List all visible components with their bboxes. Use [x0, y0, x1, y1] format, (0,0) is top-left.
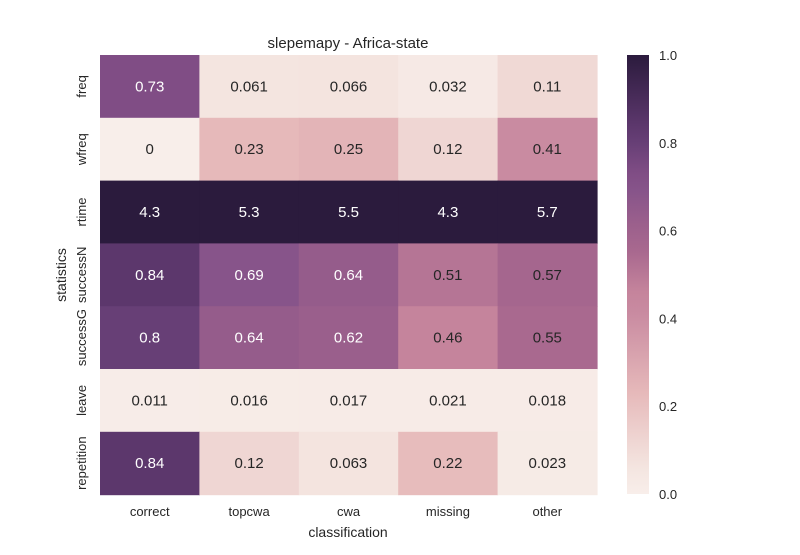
cell-value-label: 0.063 [330, 455, 368, 472]
colorbar-tick-label: 0.8 [659, 136, 677, 151]
heatmap-cell-successG-correct [100, 306, 200, 370]
cell-value-label: 0.011 [131, 392, 167, 409]
cell-value-label: 0 [146, 141, 154, 158]
heatmap-cell-successN-correct [100, 243, 200, 307]
heatmap-cell-rtime-other [497, 180, 598, 244]
y-tick-label-wfreq: wfreq [74, 133, 89, 166]
colorbar-tick-labels: 0.0 0.2 0.4 0.6 0.8 1.0 [659, 48, 677, 502]
y-tick-label-repetition: repetition [74, 436, 89, 489]
heatmap-cell-wfreq-correct [100, 117, 200, 182]
heatmap-cell-successN-cwa [298, 243, 399, 307]
heatmap-cell-rtime-topcwa [199, 180, 300, 244]
chart-title: slepemapy - Africa-state [268, 35, 429, 52]
heatmap-cell-successN-missing [398, 243, 499, 307]
cell-value-label: 0.55 [533, 330, 562, 347]
heatmap-annotations: 0.73 0.061 0.066 0.032 0.11 0 0.23 0.25 0.12 0.41… [131, 78, 566, 472]
y-tick-labels: freq wfreq rtime successN successG leave repet… [74, 75, 89, 490]
heatmap-cell-wfreq-missing [398, 117, 499, 182]
heatmap-cell-repetition-missing [398, 431, 499, 496]
cell-value-label: 0.62 [334, 330, 363, 347]
heatmap-cell-rtime-cwa [298, 180, 399, 244]
x-axis-label: classification [308, 524, 387, 540]
colorbar-tick-label: 1.0 [659, 48, 677, 63]
y-axis-label: statistics [53, 248, 69, 302]
colorbar-tick-label: 0.0 [659, 487, 677, 502]
heatmap-cell-repetition-other [497, 431, 598, 496]
y-tick-label-freq: freq [74, 75, 89, 97]
heatmap-cell-leave-topcwa [199, 369, 300, 433]
cell-value-label: 0.018 [529, 392, 567, 409]
cell-value-label: 0.25 [334, 141, 363, 158]
x-tick-label-missing: missing [426, 504, 470, 519]
heatmap-cell-repetition-topcwa [199, 431, 300, 496]
cell-value-label: 4.3 [437, 204, 458, 221]
heatmap-cell-leave-missing [398, 369, 499, 433]
cell-value-label: 0.84 [135, 455, 164, 472]
x-tick-label-other: other [532, 504, 562, 519]
heatmap-cell-successN-topcwa [199, 243, 300, 307]
heatmap-cells [100, 55, 598, 496]
cell-value-label: 0.84 [135, 267, 164, 284]
heatmap-cell-successG-missing [398, 306, 499, 370]
cell-value-label: 0.51 [433, 267, 462, 284]
colorbar-tick-label: 0.2 [659, 399, 677, 414]
cell-value-label: 0.41 [533, 141, 562, 158]
y-tick-label-successN: successN [74, 247, 89, 303]
x-tick-label-topcwa: topcwa [228, 504, 270, 519]
heatmap-cell-freq-correct [100, 55, 200, 119]
heatmap-cell-repetition-correct [100, 431, 200, 496]
cell-value-label: 5.3 [239, 204, 260, 221]
colorbar-tick-label: 0.6 [659, 224, 677, 239]
cell-value-label: 4.3 [139, 204, 160, 221]
heatmap-cell-successG-cwa [298, 306, 399, 370]
heatmap-cell-successG-other [497, 306, 598, 370]
heatmap-cell-leave-correct [100, 369, 200, 433]
cell-value-label: 0.023 [529, 455, 567, 472]
x-tick-label-correct: correct [130, 504, 170, 519]
y-tick-label-successG: successG [74, 309, 89, 366]
cell-value-label: 0.017 [330, 392, 368, 409]
cell-value-label: 0.69 [234, 267, 263, 284]
heatmap-cell-successG-topcwa [199, 306, 300, 370]
cell-value-label: 0.016 [230, 392, 268, 409]
cell-value-label: 0.066 [330, 78, 368, 95]
y-tick-label-leave: leave [74, 385, 89, 416]
cell-value-label: 0.73 [135, 78, 164, 95]
cell-value-label: 0.23 [234, 141, 263, 158]
cell-value-label: 0.061 [230, 78, 268, 95]
cell-value-label: 0.64 [234, 330, 263, 347]
cell-value-label: 0.032 [429, 78, 467, 95]
colorbar [627, 55, 649, 494]
heatmap-cell-rtime-missing [398, 180, 499, 244]
heatmap-cell-wfreq-cwa [298, 117, 399, 182]
colorbar-tick-label: 0.4 [659, 311, 677, 326]
x-tick-labels: correct topcwa cwa missing other [130, 504, 563, 519]
heatmap-cell-freq-other [497, 55, 598, 119]
heatmap-cell-wfreq-other [497, 117, 598, 182]
cell-value-label: 0.57 [533, 267, 562, 284]
heatmap-cell-repetition-cwa [298, 431, 399, 496]
heatmap-cell-freq-cwa [298, 55, 399, 119]
cell-value-label: 0.12 [234, 455, 263, 472]
heatmap-cell-freq-topcwa [199, 55, 300, 119]
cell-value-label: 0.12 [433, 141, 462, 158]
cell-value-label: 0.11 [533, 78, 561, 95]
heatmap-cell-successN-other [497, 243, 598, 307]
heatmap-cell-leave-other [497, 369, 598, 433]
heatmap-cell-freq-missing [398, 55, 499, 119]
x-tick-label-cwa: cwa [337, 504, 361, 519]
heatmap-cell-wfreq-topcwa [199, 117, 300, 182]
cell-value-label: 0.22 [433, 455, 462, 472]
cell-value-label: 0.8 [139, 330, 160, 347]
y-tick-label-rtime: rtime [74, 198, 89, 227]
cell-value-label: 5.7 [537, 204, 558, 221]
cell-value-label: 0.46 [433, 330, 462, 347]
cell-value-label: 0.021 [429, 392, 467, 409]
cell-value-label: 0.64 [334, 267, 363, 284]
heatmap-cell-rtime-correct [100, 180, 200, 244]
cell-value-label: 5.5 [338, 204, 359, 221]
heatmap-cell-leave-cwa [298, 369, 399, 433]
